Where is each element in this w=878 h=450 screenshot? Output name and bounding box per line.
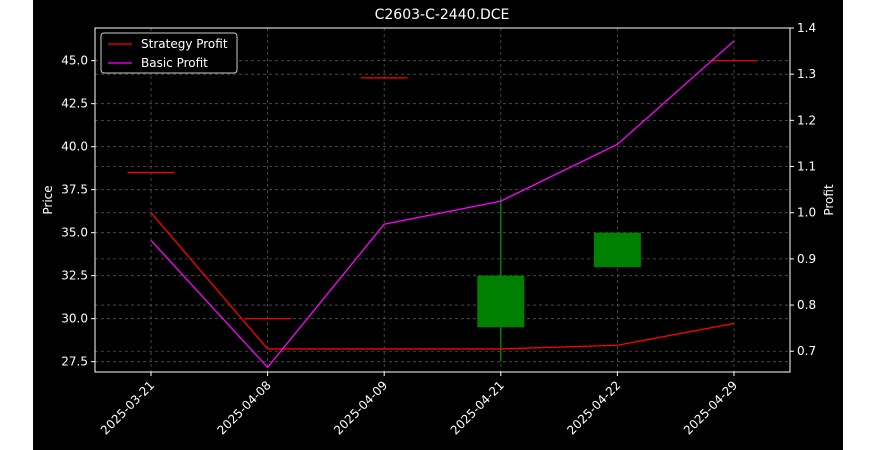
left-y-axis: 27.5 30.0 32.5 35.0 37.5 40.0 42.5 45.0	[61, 54, 95, 369]
left-tick-label-0: 27.5	[61, 355, 88, 369]
figure-background	[33, 0, 843, 450]
right-tick-label-6: 1.3	[797, 67, 816, 81]
legend-label-basic: Basic Profit	[141, 56, 208, 70]
candle-body-3	[477, 275, 525, 328]
right-tick-label-3: 1.0	[797, 206, 816, 220]
right-tick-label-2: 0.9	[797, 252, 816, 266]
left-tick-label-1: 30.0	[61, 312, 88, 326]
legend-label-strategy: Strategy Profit	[141, 37, 228, 51]
right-tick-label-5: 1.2	[797, 113, 816, 127]
series-line-0	[150, 212, 735, 350]
chart-title: C2603-C-2440.DCE	[375, 7, 510, 23]
left-tick-label-3: 35.0	[61, 226, 88, 240]
legend-box	[100, 32, 238, 74]
series-line-1	[150, 40, 735, 369]
right-y-axis: 0.7 0.8 0.9 1.0 1.1 1.2 1.3 1.4	[790, 21, 816, 358]
candle-body-4	[593, 232, 641, 268]
y-axis-label: Price	[41, 185, 55, 214]
left-tick-label-5: 40.0	[61, 140, 88, 154]
right-tick-label-1: 0.8	[797, 298, 816, 312]
right-tick-label-4: 1.1	[797, 160, 816, 174]
right-tick-label-7: 1.4	[797, 21, 816, 35]
right-y-axis-label: Profit	[822, 184, 836, 216]
candles	[127, 60, 758, 362]
right-tick-label-0: 0.7	[797, 344, 816, 358]
plot-frame	[94, 27, 791, 373]
legend: Strategy Profit Basic Profit	[100, 32, 238, 74]
profit-lines	[150, 40, 735, 369]
left-tick-label-2: 32.5	[61, 269, 88, 283]
left-tick-label-7: 45.0	[61, 54, 88, 68]
left-tick-label-6: 42.5	[61, 97, 88, 111]
left-tick-label-4: 37.5	[61, 183, 88, 197]
